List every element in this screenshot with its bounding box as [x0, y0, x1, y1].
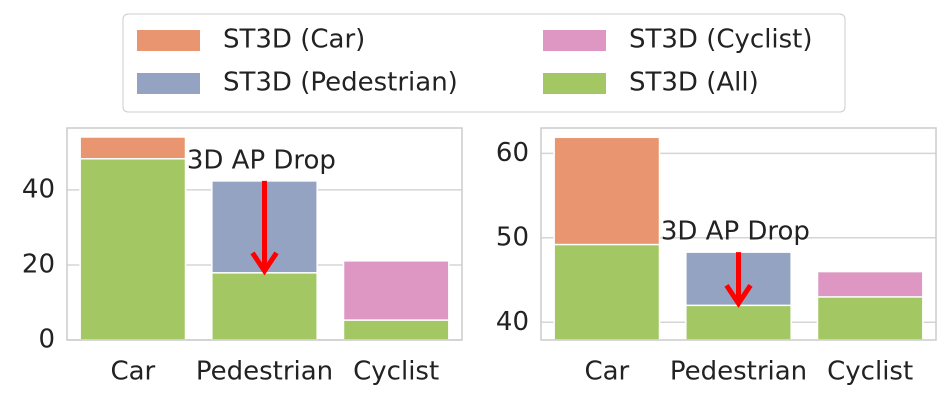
legend-label: ST3D (Pedestrian) — [223, 68, 458, 98]
annotation: 3D AP Drop — [661, 217, 810, 247]
bar — [342, 319, 450, 341]
legend-swatch — [543, 30, 606, 51]
bar — [685, 304, 792, 341]
y-tick-label: 40 — [496, 307, 529, 337]
x-tick-label: Pedestrian — [670, 357, 807, 387]
y-tick-label: 20 — [22, 249, 55, 279]
legend-label: ST3D (Cyclist) — [629, 25, 813, 55]
y-tick-label: 0 — [38, 325, 55, 355]
y-tick-label: 60 — [496, 138, 529, 168]
y-tick-label: 40 — [22, 174, 55, 204]
x-tick-label: Pedestrian — [196, 357, 333, 387]
x-tick-label: Car — [584, 357, 629, 387]
axes-frame — [540, 127, 937, 341]
arrow-head — [250, 251, 279, 276]
legend-label: ST3D (Car) — [223, 25, 365, 55]
annotation: 3D AP Drop — [187, 145, 336, 175]
axes-frame — [66, 127, 463, 341]
legend-swatch — [137, 73, 200, 94]
legend-label: ST3D (All) — [629, 68, 759, 98]
legend-swatch — [543, 73, 606, 94]
arrow-head — [724, 283, 753, 308]
x-tick-label: Cyclist — [353, 357, 439, 387]
bar — [211, 272, 318, 341]
bar — [816, 296, 924, 341]
x-tick-label: Cyclist — [827, 357, 913, 387]
x-tick-label: Car — [110, 357, 155, 387]
bar — [79, 158, 187, 341]
legend-swatch — [137, 30, 200, 51]
bar — [553, 243, 661, 341]
legend-box — [122, 13, 846, 113]
y-tick-label: 50 — [496, 222, 529, 252]
